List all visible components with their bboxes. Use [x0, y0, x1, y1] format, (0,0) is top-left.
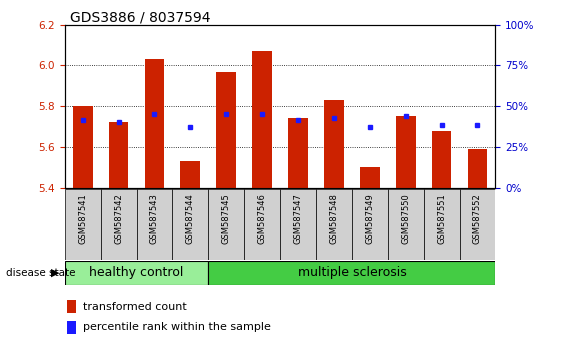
Bar	[216, 72, 236, 188]
Text: transformed count: transformed count	[83, 302, 186, 312]
Text: healthy control: healthy control	[90, 267, 184, 279]
Bar	[316, 189, 352, 260]
Text: GSM587552: GSM587552	[473, 193, 482, 244]
Bar	[137, 189, 172, 260]
Text: GSM587547: GSM587547	[293, 193, 302, 244]
Text: GSM587549: GSM587549	[365, 193, 374, 244]
Bar	[65, 189, 101, 260]
Text: GSM587543: GSM587543	[150, 193, 159, 244]
Bar	[424, 189, 459, 260]
Bar	[468, 149, 488, 188]
Text: GSM587541: GSM587541	[78, 193, 87, 244]
Bar	[388, 189, 424, 260]
Text: GSM587548: GSM587548	[329, 193, 338, 244]
Bar	[360, 167, 379, 188]
Bar	[181, 161, 200, 188]
Bar	[396, 116, 415, 188]
Text: GSM587546: GSM587546	[258, 193, 267, 244]
Text: GSM587545: GSM587545	[222, 193, 231, 244]
Text: disease state: disease state	[6, 268, 75, 278]
Bar	[324, 100, 344, 188]
Bar	[208, 189, 244, 260]
Bar	[280, 189, 316, 260]
Bar	[352, 189, 388, 260]
Text: GSM587551: GSM587551	[437, 193, 446, 244]
Bar	[101, 189, 137, 260]
Bar	[172, 189, 208, 260]
Bar	[67, 300, 77, 313]
Bar	[459, 189, 495, 260]
Bar	[244, 189, 280, 260]
Bar	[252, 51, 272, 188]
Text: GSM587544: GSM587544	[186, 193, 195, 244]
Bar	[73, 106, 92, 188]
Text: ▶: ▶	[51, 268, 59, 278]
Text: percentile rank within the sample: percentile rank within the sample	[83, 322, 271, 332]
Text: GDS3886 / 8037594: GDS3886 / 8037594	[70, 11, 211, 25]
Bar	[67, 321, 77, 334]
Bar	[65, 261, 208, 285]
Bar	[432, 131, 452, 188]
Text: multiple sclerosis: multiple sclerosis	[297, 267, 406, 279]
Bar	[109, 122, 128, 188]
Bar	[208, 261, 495, 285]
Bar	[288, 118, 308, 188]
Text: GSM587542: GSM587542	[114, 193, 123, 244]
Bar	[145, 59, 164, 188]
Text: GSM587550: GSM587550	[401, 193, 410, 244]
